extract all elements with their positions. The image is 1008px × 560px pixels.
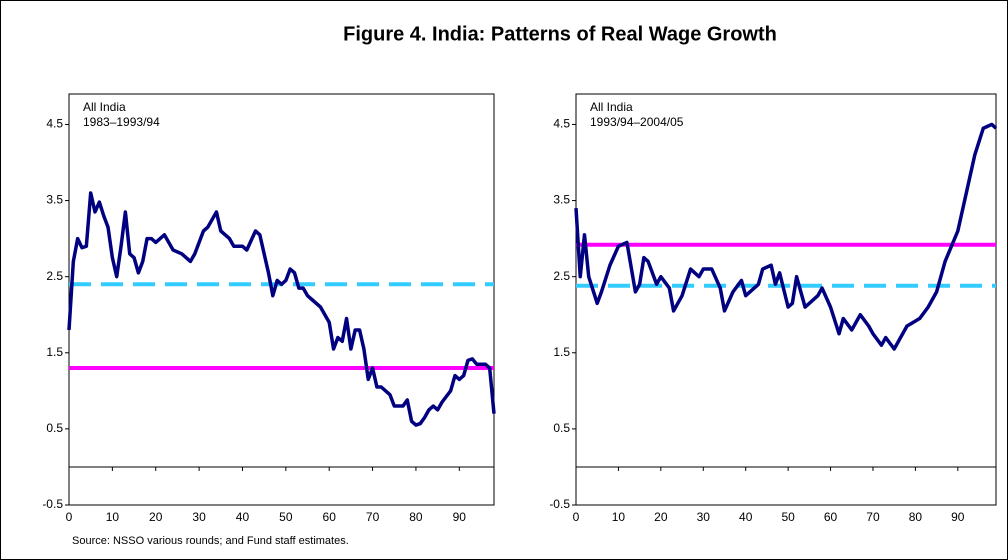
x-tick-label: 20 [149, 510, 163, 524]
x-tick-label: 0 [573, 510, 580, 524]
x-tick-label: 90 [951, 510, 965, 524]
x-tick-label: 30 [192, 510, 206, 524]
y-tick-label: 2.5 [553, 269, 570, 283]
y-tick-label: 4.5 [46, 117, 63, 131]
y-tick-label: 4.5 [553, 117, 570, 131]
x-tick-label: 10 [612, 510, 626, 524]
y-tick-label: 0.5 [553, 421, 570, 435]
annotation: 1983–1993/94 [83, 115, 160, 129]
x-tick-label: 60 [824, 510, 838, 524]
x-tick-label: 70 [366, 510, 380, 524]
x-tick-label: 50 [279, 510, 293, 524]
y-tick-label: 3.5 [553, 193, 570, 207]
y-tick-label: 2.5 [46, 269, 63, 283]
y-tick-label: -0.5 [42, 497, 63, 511]
x-tick-label: 50 [781, 510, 795, 524]
x-tick-label: 90 [453, 510, 467, 524]
x-tick-label: 10 [106, 510, 120, 524]
y-tick-label: 3.5 [46, 193, 63, 207]
x-tick-label: 80 [409, 510, 423, 524]
data-line [574, 122, 998, 351]
y-tick-label: 1.5 [46, 345, 63, 359]
x-tick-label: 60 [323, 510, 337, 524]
y-tick-label: 1.5 [553, 345, 570, 359]
x-tick-label: 80 [909, 510, 923, 524]
x-tick-label: 0 [66, 510, 73, 524]
annotation: All India [83, 100, 126, 114]
annotation: 1993/94–2004/05 [590, 115, 684, 129]
source-note: Source: NSSO various rounds; and Fund st… [72, 535, 349, 547]
x-tick-label: 70 [866, 510, 880, 524]
x-tick-label: 40 [236, 510, 250, 524]
data-line [67, 191, 496, 427]
plot-area [68, 93, 495, 506]
y-tick-label: 0.5 [46, 421, 63, 435]
annotation: All India [590, 100, 633, 114]
figure-title: Figure 4. India: Patterns of Real Wage G… [343, 23, 777, 45]
x-tick-label: 20 [654, 510, 668, 524]
x-tick-label: 40 [739, 510, 753, 524]
x-tick-label: 30 [697, 510, 711, 524]
y-tick-label: -0.5 [549, 497, 570, 511]
